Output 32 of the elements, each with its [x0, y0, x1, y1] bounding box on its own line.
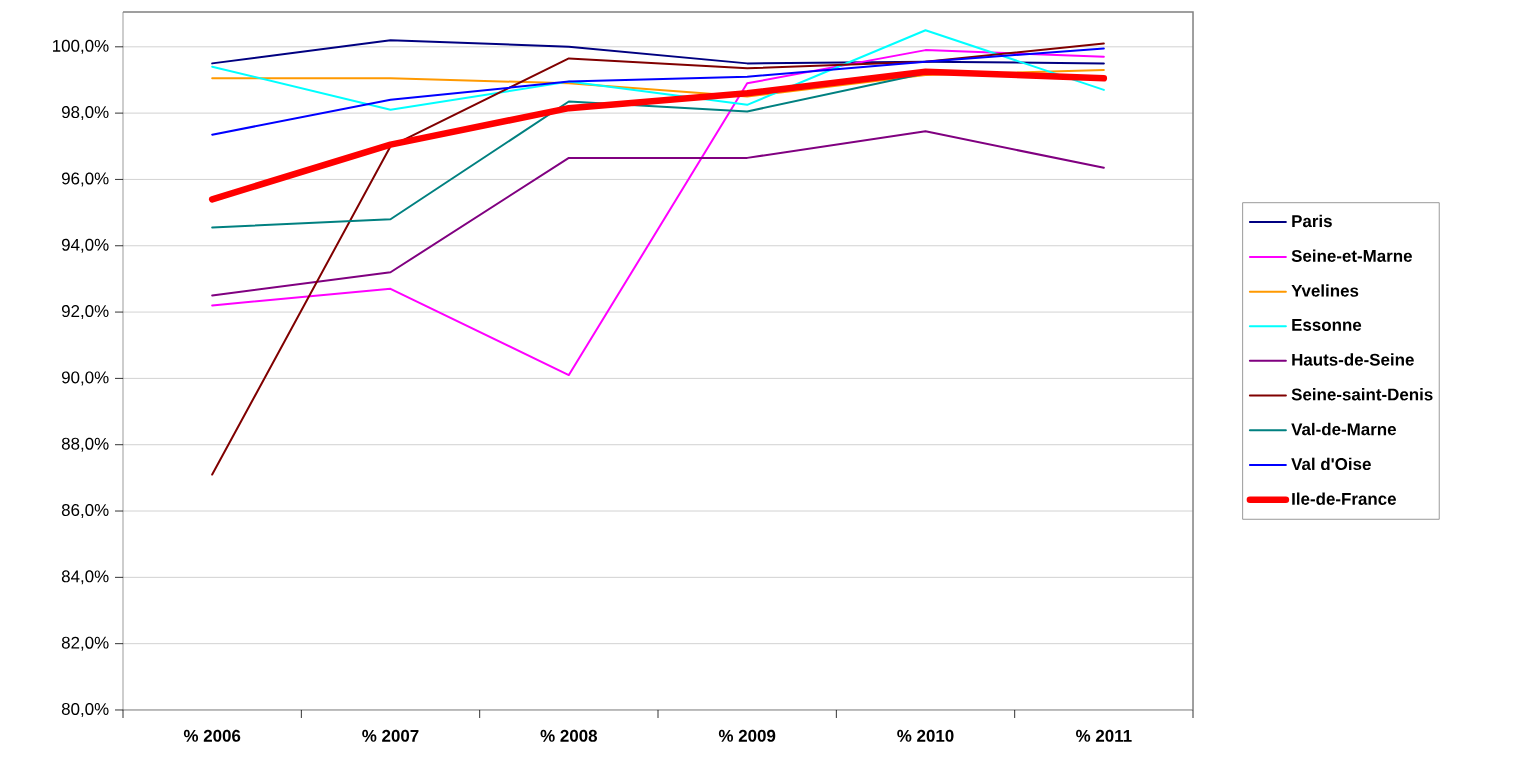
y-tick-label: 88,0% [61, 437, 109, 452]
legend-label: Paris [1292, 214, 1332, 228]
y-tick-label: 90,0% [61, 371, 109, 386]
x-tick-label: % 2007 [362, 729, 419, 742]
y-tick-label: 86,0% [61, 504, 109, 519]
legend-label: Yvelines [1291, 284, 1359, 297]
y-tick-label: 80,0% [61, 702, 109, 717]
line-series [211, 29, 1105, 111]
y-tick-label: 96,0% [61, 172, 109, 187]
y-tick-label: 82,0% [61, 636, 109, 651]
line-series [211, 42, 1105, 476]
x-tick-label: % 2006 [183, 729, 241, 742]
line-series [211, 130, 1105, 297]
legend-label: Ile-de-France [1292, 492, 1396, 505]
y-tick-label: 84,0% [61, 570, 109, 585]
legend-label: Val d'Oise [1291, 457, 1371, 471]
x-tick-label: % 2010 [897, 729, 954, 742]
y-tick-label: 92,0% [61, 305, 109, 320]
legend-label: Seine-saint-Denis [1291, 388, 1433, 401]
y-tick-label: 98,0% [61, 106, 109, 121]
line-series [211, 47, 1105, 136]
y-tick-label: 100,0% [53, 39, 109, 54]
line-series [211, 49, 1105, 377]
y-tick-label: 94,0% [61, 238, 109, 253]
x-tick-label: % 2008 [540, 729, 598, 742]
legend-label: Val-de-Marne [1291, 422, 1396, 436]
x-tick-label: % 2011 [1076, 729, 1132, 742]
x-tick-label: % 2009 [718, 729, 776, 742]
legend-label: Hauts-de-Seine [1292, 353, 1414, 366]
legend-label: Seine-et-Marne [1291, 249, 1412, 262]
legend-label: Essonne [1292, 319, 1362, 331]
line-series [211, 39, 1105, 65]
